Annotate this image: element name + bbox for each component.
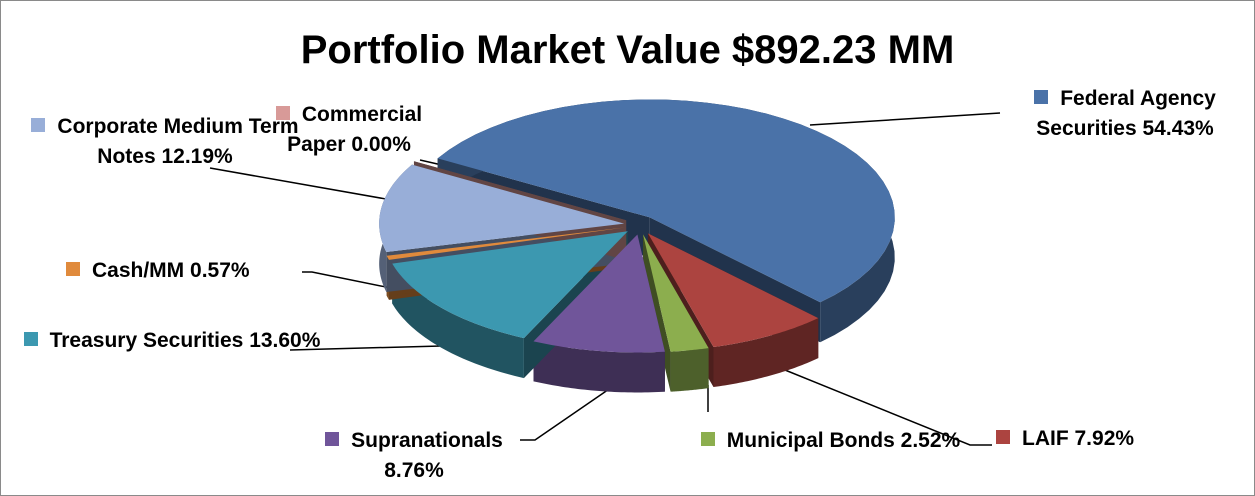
slice-side — [670, 348, 709, 392]
slice-label: Commercial Paper 0.00% — [254, 100, 444, 160]
slice-label: Corporate Medium Term Notes 12.19% — [20, 112, 310, 172]
legend-swatch — [31, 118, 46, 132]
chart-title: Portfolio Market Value $892.23 MM — [300, 28, 955, 72]
legend-swatch — [275, 106, 290, 120]
slice-name: Commercial Paper — [287, 103, 423, 156]
leader-line — [520, 384, 616, 441]
slice-name: Treasury Securities — [49, 329, 244, 352]
slice — [379, 164, 625, 252]
slice — [533, 234, 665, 353]
slice — [386, 227, 625, 260]
slice-label: Federal Agency Securities 54.43% — [1000, 84, 1250, 144]
slice — [437, 99, 895, 303]
value-label: 0.00% — [351, 133, 411, 156]
value-label: 12.19% — [161, 145, 233, 168]
slice-side — [392, 263, 524, 379]
legend-swatch — [66, 262, 80, 276]
leader-line — [809, 112, 1001, 126]
legend-swatch — [23, 332, 38, 346]
slice-name: LAIF — [1022, 427, 1069, 450]
slice-tops — [379, 99, 895, 353]
slice-label: Supranationals 8.76% — [298, 426, 530, 486]
value-label: 8.76% — [384, 459, 444, 482]
value-label: 7.92% — [1074, 427, 1135, 450]
slice-side — [437, 99, 895, 343]
slice-label: LAIF 7.92% — [996, 424, 1196, 454]
value-label: 54.43% — [1142, 117, 1214, 140]
slice-name: Corporate Medium Term Notes — [57, 115, 299, 168]
slice-label: Cash/MM 0.57% — [66, 256, 326, 286]
slice-label: Municipal Bonds 2.52% — [698, 426, 963, 456]
value-label: 2.52% — [900, 429, 961, 452]
slice — [392, 231, 628, 339]
slice-side — [713, 318, 819, 388]
slice-name: Municipal Bonds — [726, 429, 895, 452]
value-label: 0.57% — [190, 259, 250, 282]
slice-name: Cash/MM — [92, 259, 185, 282]
leader-line — [784, 369, 992, 446]
legend-swatch — [996, 430, 1010, 444]
slice-side — [533, 341, 665, 393]
legend-swatch — [325, 432, 340, 446]
value-label: 13.60% — [249, 329, 321, 352]
slice-name: Supranationals — [351, 429, 503, 452]
legend-swatch — [1034, 90, 1049, 104]
slice — [643, 234, 709, 352]
legend-swatch — [700, 432, 715, 446]
slice-label: Treasury Securities 13.60% — [22, 326, 322, 356]
slice-name: Federal Agency Securities — [1036, 87, 1216, 140]
slice — [647, 233, 819, 348]
